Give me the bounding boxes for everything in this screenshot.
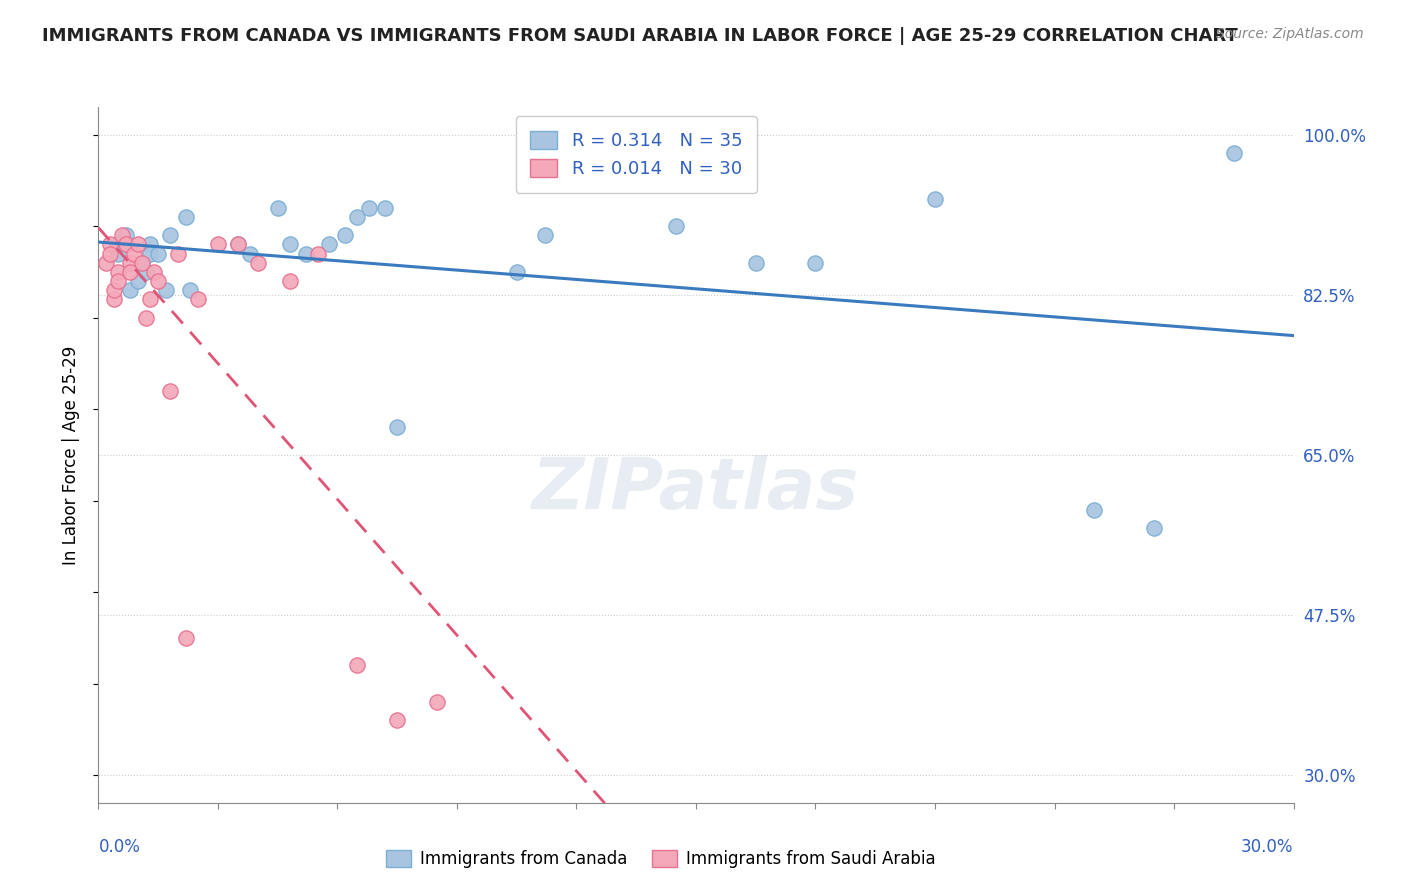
Point	[148, 274, 170, 288]
Point	[115, 228, 138, 243]
Point	[426, 695, 449, 709]
Y-axis label: In Labor Force | Age 25-29: In Labor Force | Age 25-29	[62, 345, 80, 565]
Point	[107, 265, 129, 279]
Point	[120, 265, 142, 279]
Point	[346, 210, 368, 224]
Point	[107, 246, 129, 260]
Point	[131, 255, 153, 269]
Point	[385, 714, 409, 728]
Point	[359, 201, 381, 215]
Point	[120, 255, 142, 269]
Point	[167, 246, 190, 260]
Point	[159, 228, 181, 243]
Point	[665, 219, 688, 233]
Point	[155, 283, 177, 297]
Point	[226, 237, 249, 252]
Point	[506, 265, 529, 279]
Point	[139, 237, 162, 252]
Point	[148, 246, 170, 260]
Point	[124, 246, 146, 260]
Point	[335, 228, 357, 243]
Point	[1083, 503, 1105, 517]
Point	[135, 265, 157, 279]
Point	[131, 255, 153, 269]
Text: ZIPatlas: ZIPatlas	[533, 455, 859, 524]
Point	[745, 255, 768, 269]
Point	[107, 237, 129, 252]
Point	[307, 246, 329, 260]
Point	[107, 274, 129, 288]
Point	[374, 201, 396, 215]
Point	[318, 237, 340, 252]
Point	[924, 192, 946, 206]
Point	[533, 228, 555, 243]
Point	[139, 293, 162, 307]
Point	[346, 658, 368, 673]
Point	[246, 255, 269, 269]
Point	[278, 237, 301, 252]
Legend: Immigrants from Canada, Immigrants from Saudi Arabia: Immigrants from Canada, Immigrants from …	[380, 843, 942, 875]
Point	[179, 283, 201, 297]
Point	[174, 210, 197, 224]
Point	[115, 237, 138, 252]
Point	[100, 246, 122, 260]
Point	[187, 293, 209, 307]
Text: Source: ZipAtlas.com: Source: ZipAtlas.com	[1216, 27, 1364, 41]
Point	[143, 265, 166, 279]
Point	[120, 283, 142, 297]
Point	[1143, 521, 1166, 535]
Point	[127, 274, 149, 288]
Point	[207, 237, 229, 252]
Point	[159, 384, 181, 398]
Point	[139, 246, 162, 260]
Point	[239, 246, 262, 260]
Point	[294, 246, 316, 260]
Text: 30.0%: 30.0%	[1241, 838, 1294, 856]
Point	[226, 237, 249, 252]
Point	[174, 631, 197, 645]
Point	[115, 237, 138, 252]
Text: IMMIGRANTS FROM CANADA VS IMMIGRANTS FROM SAUDI ARABIA IN LABOR FORCE | AGE 25-2: IMMIGRANTS FROM CANADA VS IMMIGRANTS FRO…	[42, 27, 1237, 45]
Point	[111, 228, 134, 243]
Legend: R = 0.314   N = 35, R = 0.014   N = 30: R = 0.314 N = 35, R = 0.014 N = 30	[516, 116, 756, 193]
Point	[127, 237, 149, 252]
Point	[103, 293, 125, 307]
Point	[100, 237, 122, 252]
Point	[1222, 145, 1246, 160]
Point	[278, 274, 301, 288]
Text: 0.0%: 0.0%	[98, 838, 141, 856]
Point	[267, 201, 290, 215]
Point	[103, 283, 125, 297]
Point	[385, 420, 409, 434]
Point	[135, 310, 157, 325]
Point	[96, 255, 118, 269]
Point	[804, 255, 827, 269]
